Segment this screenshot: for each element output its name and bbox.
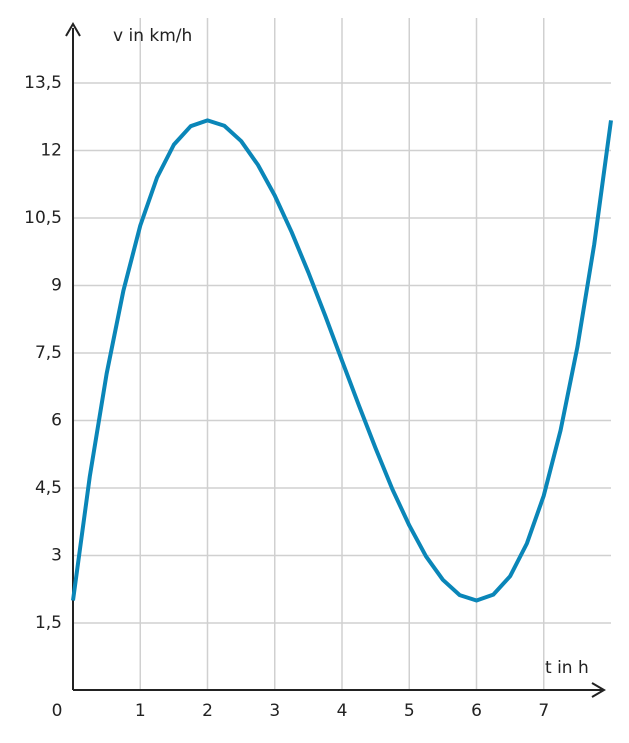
x-tick-label: 1 bbox=[135, 701, 146, 721]
x-tick-label: 6 bbox=[471, 701, 482, 721]
x-axis-label: t in h bbox=[545, 658, 589, 678]
y-tick-label: 4,5 bbox=[35, 478, 62, 498]
y-tick-label: 13,5 bbox=[24, 73, 62, 93]
y-tick-label: 3 bbox=[51, 546, 62, 566]
y-tick-label: 6 bbox=[51, 411, 62, 431]
y-tick-label: 9 bbox=[51, 276, 62, 296]
y-tick-label: 10,5 bbox=[24, 208, 62, 228]
x-tick-label: 7 bbox=[538, 701, 549, 721]
x-tick-label: 3 bbox=[269, 701, 280, 721]
y-axis-arrow bbox=[65, 22, 81, 37]
y-tick-label: 7,5 bbox=[35, 343, 62, 363]
x-tick-label: 5 bbox=[404, 701, 415, 721]
x-tick-label: 4 bbox=[337, 701, 348, 721]
x-tick-label: 2 bbox=[202, 701, 213, 721]
x-tick-label: 0 bbox=[52, 701, 63, 721]
y-axis-label: v in km/h bbox=[113, 26, 192, 46]
data-line bbox=[71, 118, 613, 603]
y-tick-label: 1,5 bbox=[35, 613, 62, 633]
x-axis-arrow bbox=[591, 682, 606, 698]
y-tick-label: 12 bbox=[40, 141, 62, 161]
